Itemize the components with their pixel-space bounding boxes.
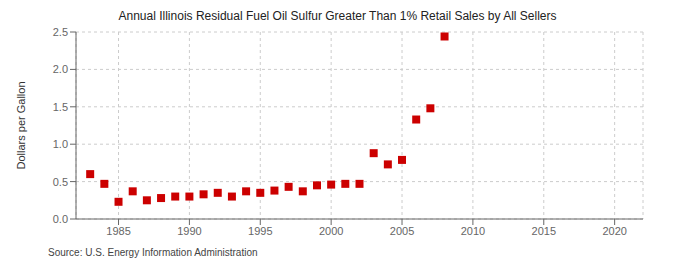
svg-text:2010: 2010 [461, 225, 485, 237]
svg-text:0.5: 0.5 [53, 176, 68, 188]
svg-text:2000: 2000 [319, 225, 343, 237]
svg-text:1990: 1990 [177, 225, 201, 237]
html-text:Source: U.S. Energy Informatio: Source: U.S. Energy Information Administ… [48, 247, 258, 258]
svg-text:2020: 2020 [602, 225, 626, 237]
svg-text:0.0: 0.0 [53, 213, 68, 225]
svg-text:2.0: 2.0 [53, 63, 68, 75]
svg-text:2005: 2005 [390, 225, 414, 237]
svg-text:1985: 1985 [106, 225, 130, 237]
svg-text:1.0: 1.0 [53, 138, 68, 150]
html-text:Annual Illinois Residual Fuel: Annual Illinois Residual Fuel Oil Sulfur… [118, 9, 557, 23]
svg-text:2.5: 2.5 [53, 26, 68, 38]
svg-text:1995: 1995 [248, 225, 272, 237]
svg-text:Dollars per Gallon: Dollars per Gallon [15, 81, 27, 169]
svg-text:1.5: 1.5 [53, 101, 68, 113]
svg-text:2015: 2015 [532, 225, 556, 237]
